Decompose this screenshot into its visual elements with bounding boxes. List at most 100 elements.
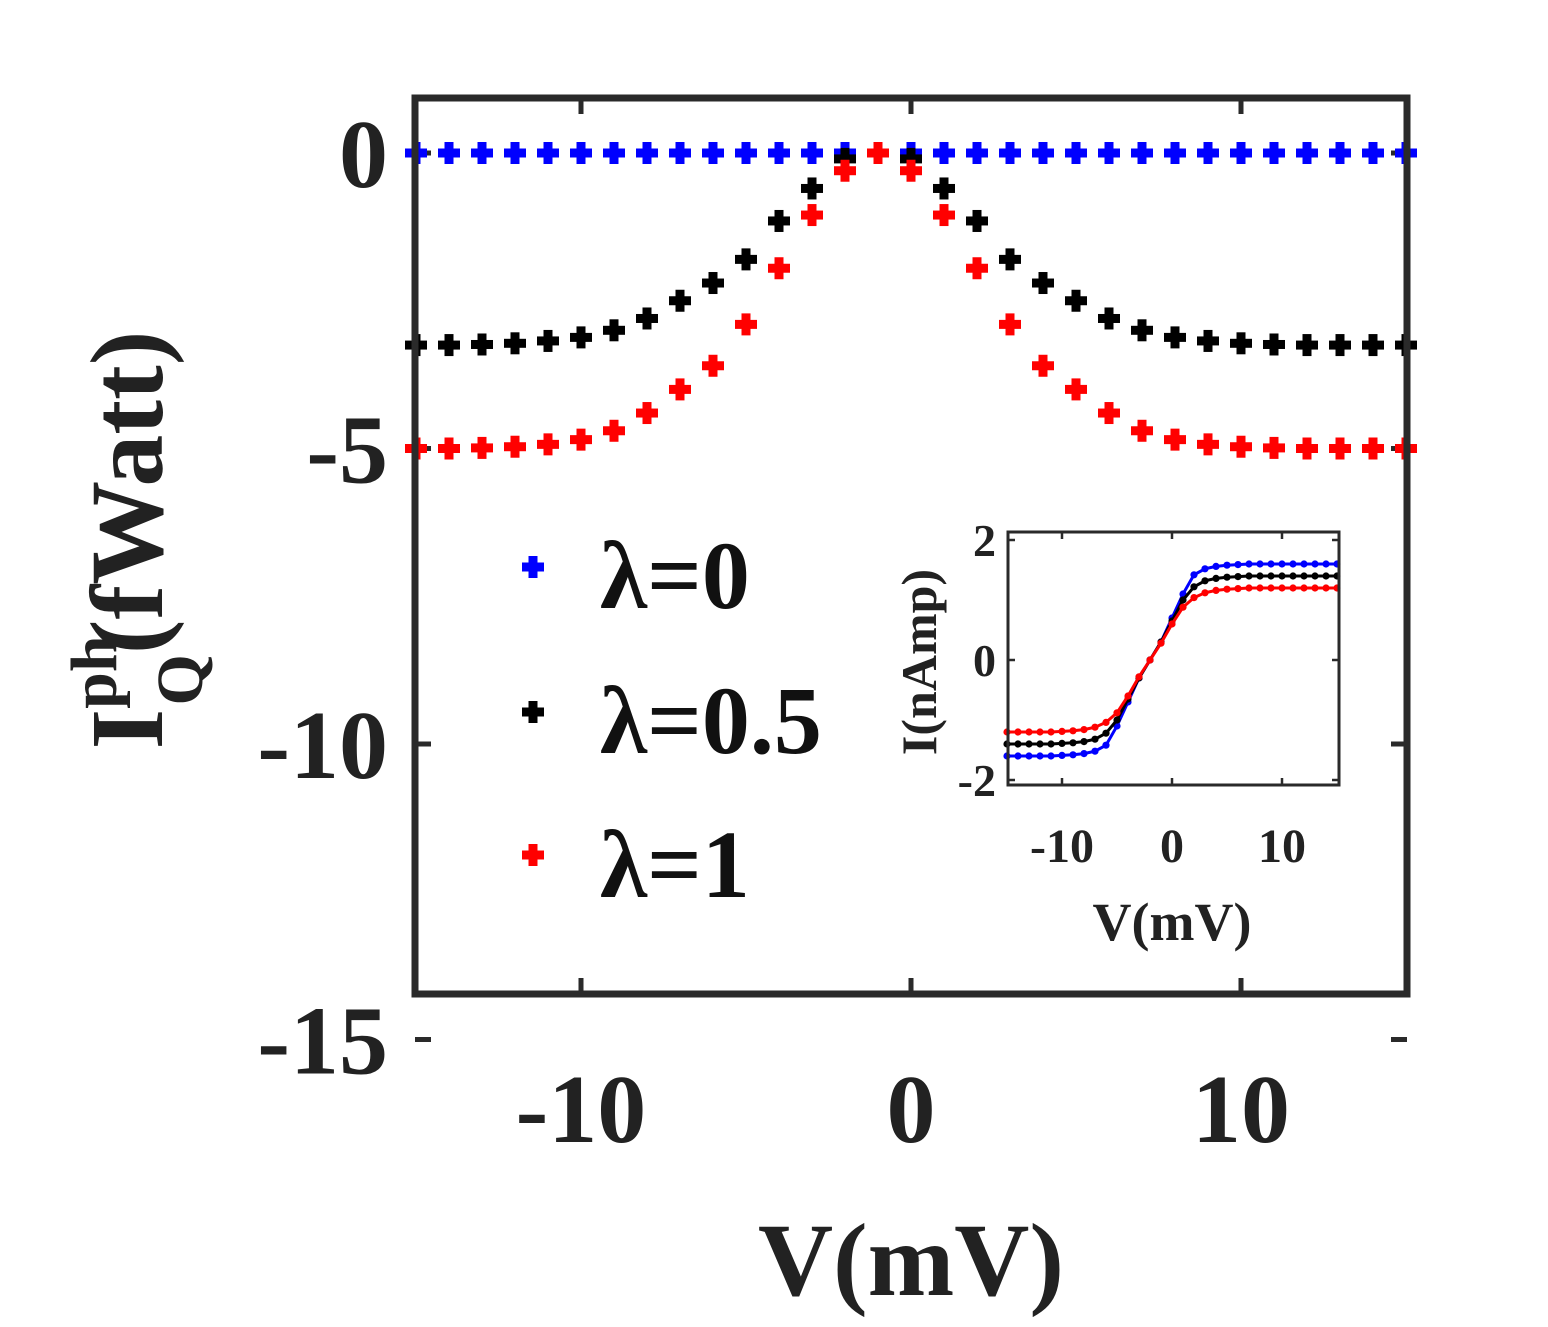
- inset-data-point: [1080, 738, 1088, 746]
- inset-data-point: [1234, 585, 1242, 593]
- data-point: [1329, 334, 1351, 357]
- inset-data-point: [1212, 562, 1220, 571]
- inset-data-point: [1300, 572, 1308, 580]
- inset-data-point: [1036, 728, 1044, 736]
- inset-data-point: [1025, 752, 1033, 760]
- inset-data-point: [1113, 716, 1121, 724]
- data-point: [801, 142, 823, 164]
- inset-data-point: [1047, 740, 1055, 748]
- main-x-tick-label: -10: [516, 1056, 647, 1164]
- main-x-tick-label: 0: [887, 1056, 936, 1164]
- data-point: [834, 159, 856, 182]
- legend-entry: λ=1: [522, 811, 750, 918]
- data-point: [537, 329, 559, 352]
- inset-data-point: [1322, 560, 1330, 568]
- data-point: [1362, 142, 1384, 164]
- inset-data-point: [1245, 584, 1253, 592]
- data-point: [504, 435, 526, 458]
- main-y-axis-label-main: I: [70, 709, 185, 749]
- main-y-tick-label: -15: [257, 988, 388, 1096]
- inset-y-tick-label: 0: [973, 635, 996, 686]
- main-y-tick-label: -5: [306, 397, 388, 505]
- data-point: [1263, 333, 1285, 356]
- data-point: [1263, 436, 1285, 459]
- inset-data-point: [1036, 740, 1044, 748]
- data-point: [438, 437, 460, 460]
- data-point: [801, 177, 823, 200]
- inset-series-group: [1003, 560, 1341, 760]
- data-point: [438, 334, 460, 357]
- legend-entry: λ=0.5: [522, 667, 822, 774]
- inset-data-point: [1091, 735, 1099, 743]
- data-point: [1131, 142, 1153, 164]
- inset-data-point: [1047, 752, 1055, 760]
- inset-x-tick-label: 10: [1258, 820, 1306, 873]
- data-point: [1197, 329, 1219, 352]
- inset-data-point: [1278, 572, 1286, 580]
- inset-data-point: [1069, 751, 1077, 759]
- legend-marker-cross: [522, 556, 544, 578]
- inset-data-point: [1014, 728, 1022, 736]
- inset-y-tick-label: -2: [958, 755, 996, 806]
- inset-data-point: [1168, 620, 1176, 628]
- data-point: [768, 142, 790, 164]
- main-x-tick-label: 10: [1192, 1056, 1290, 1164]
- legend-entry: λ=0: [522, 522, 750, 629]
- data-point: [1032, 142, 1054, 164]
- data-point: [933, 142, 955, 164]
- inset-data-point: [1289, 560, 1297, 568]
- data-point: [900, 147, 922, 170]
- inset-data-point: [1234, 561, 1242, 569]
- data-point: [966, 257, 988, 280]
- data-point: [966, 209, 988, 232]
- inset-data-point: [1135, 673, 1143, 681]
- data-point: [999, 248, 1021, 271]
- data-point: [1032, 272, 1054, 295]
- inset-data-point: [1102, 729, 1110, 737]
- data-point: [636, 307, 658, 330]
- inset-data-point: [1179, 603, 1187, 611]
- inset-data-point: [1179, 596, 1187, 604]
- inset-data-point: [1190, 583, 1198, 591]
- data-point: [603, 142, 625, 164]
- legend-marker-cross: [522, 844, 544, 866]
- inset-data-point: [1278, 560, 1286, 568]
- data-point: [537, 433, 559, 456]
- data-point: [603, 419, 625, 442]
- legend-marker-cross: [522, 701, 544, 723]
- data-point: [1362, 437, 1384, 460]
- legend-marker-lambda-1: [522, 844, 544, 866]
- data-point: [1329, 437, 1351, 460]
- inset-data-point: [1190, 594, 1198, 602]
- data-point: [636, 142, 658, 164]
- inset-x-tick-label: -10: [1030, 820, 1094, 873]
- data-point: [1296, 142, 1318, 164]
- data-point: [1296, 437, 1318, 460]
- inset-data-point: [1201, 565, 1209, 573]
- inset-data-point: [1201, 589, 1209, 597]
- data-point: [1164, 428, 1186, 451]
- inset-data-point: [1069, 727, 1077, 735]
- data-point: [801, 204, 823, 227]
- data-point: [636, 402, 658, 425]
- data-point: [570, 326, 592, 349]
- legend-label-lambda-1: λ=1: [600, 811, 750, 918]
- data-point: [603, 319, 625, 342]
- data-point: [1230, 435, 1252, 458]
- inset-data-point: [1245, 572, 1253, 580]
- inset-x-tick-label: 0: [1160, 820, 1184, 873]
- data-point: [867, 142, 889, 164]
- main-y-axis-label-sup: ph: [58, 635, 131, 708]
- inset-series-1: [1003, 584, 1341, 736]
- main-tick-labels: -10 0 10 0 -5 -10 -15: [257, 101, 1290, 1164]
- inset-data-point: [1223, 573, 1231, 581]
- data-point: [900, 159, 922, 182]
- inset-series-0.5: [1003, 572, 1341, 748]
- inset-data-point: [1201, 577, 1209, 585]
- inset-data-point: [1113, 709, 1121, 717]
- data-point: [768, 257, 790, 280]
- inset-data-point: [1014, 752, 1022, 760]
- legend-label-lambda-0: λ=0: [600, 522, 750, 629]
